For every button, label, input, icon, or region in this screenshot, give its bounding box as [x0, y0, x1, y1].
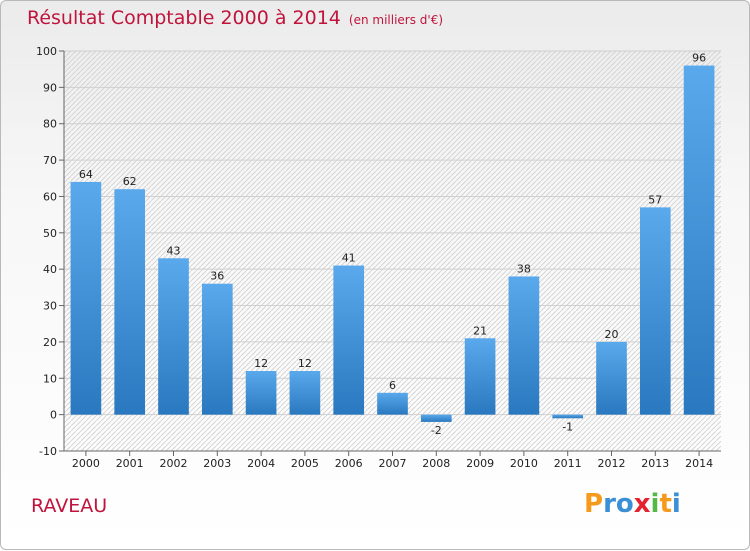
data-label-2011: -1 — [562, 420, 573, 433]
y-tick-label: 30 — [43, 300, 57, 313]
bar-2010 — [508, 276, 540, 415]
data-label-2004: 12 — [254, 357, 268, 370]
x-tick-label-2000: 2000 — [72, 457, 100, 470]
logo-letter: t — [659, 489, 672, 519]
data-label-2005: 12 — [298, 357, 312, 370]
x-tick-label-2009: 2009 — [466, 457, 494, 470]
data-label-2013: 57 — [648, 193, 662, 206]
logo-letter: o — [615, 489, 634, 519]
bar-2005 — [289, 371, 321, 415]
y-tick-label: 10 — [43, 372, 57, 385]
bar-2006 — [333, 265, 365, 415]
bars — [70, 65, 715, 422]
y-tick-label: 70 — [43, 154, 57, 167]
data-label-2009: 21 — [473, 324, 487, 337]
x-tick-label-2005: 2005 — [291, 457, 319, 470]
logo-letter: x — [633, 489, 651, 519]
logo-letter: i — [650, 489, 660, 519]
x-tick-label-2006: 2006 — [335, 457, 363, 470]
bar-2014 — [683, 65, 715, 415]
chart-subtitle: (en milliers d'€) — [348, 13, 444, 27]
x-tick-label-2010: 2010 — [510, 457, 538, 470]
y-tick-label: 80 — [43, 118, 57, 131]
data-label-2010: 38 — [517, 262, 531, 275]
logo-letter: r — [603, 489, 616, 519]
bar-2011 — [552, 414, 584, 419]
x-tick-label-2014: 2014 — [685, 457, 713, 470]
y-tick-label: -10 — [39, 445, 57, 458]
x-tick-label-2011: 2011 — [554, 457, 582, 470]
proxiti-logo: Proxiti — [584, 489, 681, 519]
x-tick-label-2001: 2001 — [116, 457, 144, 470]
data-label-2012: 20 — [605, 328, 619, 341]
y-tick-label: 0 — [50, 409, 57, 422]
bar-2013 — [639, 207, 671, 415]
bar-2009 — [464, 338, 496, 415]
data-label-2003: 36 — [210, 270, 224, 283]
data-label-2008: -2 — [431, 424, 442, 437]
x-tick-label-2003: 2003 — [203, 457, 231, 470]
chart-title-text: Résultat Comptable 2000 à 2014 — [27, 7, 341, 29]
data-label-2007: 6 — [389, 379, 396, 392]
y-tick-label: 40 — [43, 263, 57, 276]
place-name: RAVEAU — [31, 495, 108, 517]
bar-2004 — [245, 371, 277, 415]
data-label-2000: 64 — [79, 168, 93, 181]
y-tick-label: 100 — [36, 45, 57, 58]
bar-2007 — [377, 392, 408, 415]
value-labels: 64 62 43 36 12 12 41 6 -2 21 38 -1 20 57 96 — [79, 52, 706, 437]
bar-2008 — [420, 414, 452, 422]
y-tick-label: 50 — [43, 227, 57, 240]
bar-2002 — [158, 258, 189, 415]
y-tick-label: 90 — [43, 81, 57, 94]
data-label-2006: 41 — [342, 252, 356, 265]
bar-2000 — [70, 181, 102, 415]
y-tick-label: 20 — [43, 336, 57, 349]
x-tick-label-2008: 2008 — [422, 457, 450, 470]
data-label-2002: 43 — [167, 244, 181, 257]
x-tick-label-2007: 2007 — [379, 457, 407, 470]
axes: -10 0 10 20 30 40 50 60 70 80 90 100 2000 2001 2002 200… — [36, 45, 721, 470]
y-tick-label: 60 — [43, 190, 57, 203]
x-tick-label-2012: 2012 — [598, 457, 626, 470]
bar-2001 — [114, 189, 146, 415]
x-tick-label-2002: 2002 — [160, 457, 188, 470]
x-tick-label-2013: 2013 — [641, 457, 669, 470]
data-label-2001: 62 — [123, 175, 137, 188]
logo-letter: P — [584, 489, 604, 519]
data-label-2014: 96 — [692, 52, 706, 65]
bar-2003 — [201, 283, 233, 415]
chart-title: Résultat Comptable 2000 à 2014 (en millie… — [27, 7, 443, 29]
bar-2012 — [596, 341, 627, 415]
x-tick-label-2004: 2004 — [247, 457, 275, 470]
logo-letter: i — [671, 489, 681, 519]
